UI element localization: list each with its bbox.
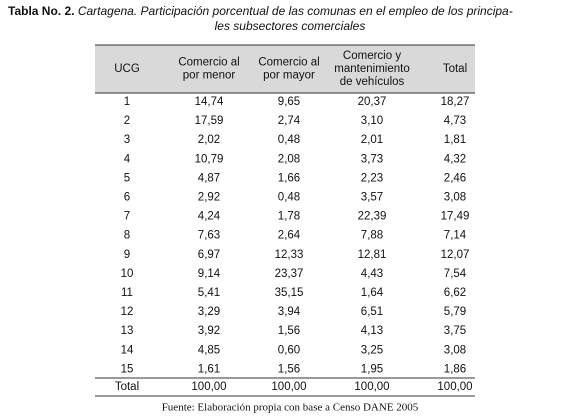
cell: 1,64 — [361, 287, 384, 299]
cell: 1,81 — [444, 134, 466, 146]
cell: 4 — [124, 153, 131, 165]
cell: 4,85 — [198, 344, 220, 356]
cell: 2,02 — [198, 134, 220, 146]
cell: 1,56 — [278, 325, 300, 337]
cell: 3,08 — [444, 344, 466, 356]
cell: 7,88 — [361, 230, 383, 242]
header-cell: por mayor — [263, 70, 315, 82]
cell: 6 — [124, 192, 130, 204]
cell: 4,13 — [361, 325, 383, 337]
source: Fuente: Elaboración propia con base a Ce… — [162, 402, 419, 414]
cell: 22,39 — [358, 211, 387, 223]
cell: 11 — [121, 287, 133, 299]
cell: 15 — [121, 363, 134, 375]
title-line: Tabla No. 2. Cartagena. Participación po… — [8, 4, 513, 18]
cell: 9,65 — [278, 96, 300, 108]
header-cell: de vehículos — [340, 76, 405, 88]
total-cell: 100,00 — [354, 381, 389, 393]
cell: 4,73 — [444, 115, 466, 127]
cell: 3,75 — [444, 325, 466, 337]
cell: 2,23 — [361, 172, 383, 184]
cell: 2,08 — [278, 153, 300, 165]
cell: 1,61 — [198, 363, 220, 375]
header-cell: Comercio y — [343, 50, 401, 62]
cell: 4,87 — [198, 172, 220, 184]
cell: 0,48 — [278, 192, 300, 204]
cell: 3 — [124, 134, 130, 146]
cell: 5,41 — [198, 287, 220, 299]
cell: 3,73 — [361, 153, 383, 165]
cell: 4,32 — [444, 153, 466, 165]
header-cell: Comercio al — [258, 57, 319, 69]
cell: 5,79 — [444, 306, 466, 318]
title-label: Tabla No. 2. — [8, 4, 74, 18]
cell: 3,94 — [278, 306, 301, 318]
cell: 3,08 — [444, 192, 466, 204]
header-background — [95, 45, 475, 93]
cell: 3,57 — [361, 192, 383, 204]
total-cell: Total — [115, 381, 139, 393]
cell: 7 — [124, 211, 130, 223]
cell: 14 — [121, 344, 134, 356]
header-cell: por menor — [183, 70, 236, 82]
cell: 12,81 — [358, 249, 387, 261]
title-text: les subsectores comerciales — [215, 19, 366, 33]
cell: 1,86 — [444, 363, 466, 375]
cell: 4,43 — [361, 268, 383, 280]
cell: 20,37 — [358, 96, 387, 108]
cell: 0,60 — [278, 344, 300, 356]
cell: 6,97 — [198, 249, 220, 261]
cell: 3,92 — [198, 325, 220, 337]
cell: 2,92 — [198, 192, 220, 204]
cell: 7,14 — [444, 230, 467, 242]
cell: 12 — [121, 306, 134, 318]
cell: 8 — [124, 230, 130, 242]
cell: 7,63 — [198, 230, 220, 242]
cell: 2,01 — [361, 134, 383, 146]
cell: 1,95 — [361, 363, 383, 375]
cell: 17,49 — [441, 211, 470, 223]
cell: 1 — [124, 96, 130, 108]
cell: 2,64 — [278, 230, 301, 242]
total-cell: 100,00 — [437, 381, 472, 393]
cell: 2 — [124, 115, 130, 127]
cell: 10,79 — [195, 153, 224, 165]
cell: 3,25 — [361, 344, 383, 356]
cell: 1,66 — [278, 172, 300, 184]
cell: 3,10 — [361, 115, 383, 127]
cell: 1,78 — [278, 211, 300, 223]
cell: 12,33 — [275, 249, 304, 261]
cell: 6,51 — [361, 306, 383, 318]
header-cell: Comercio al — [178, 57, 239, 69]
cell: 2,46 — [444, 172, 466, 184]
cell: 2,74 — [278, 115, 301, 127]
total-cell: 100,00 — [271, 381, 306, 393]
header-cell: UCG — [114, 63, 140, 75]
title: Tabla No. 2. Cartagena. Participación po… — [8, 4, 513, 33]
cell: 9,14 — [198, 268, 221, 280]
cell: 17,59 — [195, 115, 224, 127]
cell: 23,37 — [275, 268, 304, 280]
cell: 9 — [124, 249, 130, 261]
cell: 13 — [121, 325, 134, 337]
cell: 7,54 — [444, 268, 467, 280]
cell: 14,74 — [195, 96, 224, 108]
cell: 12,07 — [441, 249, 470, 261]
cell: 6,62 — [444, 287, 466, 299]
cell: 0,48 — [278, 134, 300, 146]
cell: 4,24 — [198, 211, 221, 223]
cell: 5 — [124, 172, 130, 184]
title-text: Cartagena. Participación porcentual de l… — [78, 4, 513, 18]
header-cell: Total — [443, 63, 467, 75]
cell: 3,29 — [198, 306, 220, 318]
cell: 18,27 — [441, 96, 470, 108]
cell: 35,15 — [275, 287, 304, 299]
total-cell: 100,00 — [191, 381, 226, 393]
cell: 10 — [121, 268, 134, 280]
header-cell: mantenimiento — [334, 63, 409, 75]
cell: 1,56 — [278, 363, 300, 375]
